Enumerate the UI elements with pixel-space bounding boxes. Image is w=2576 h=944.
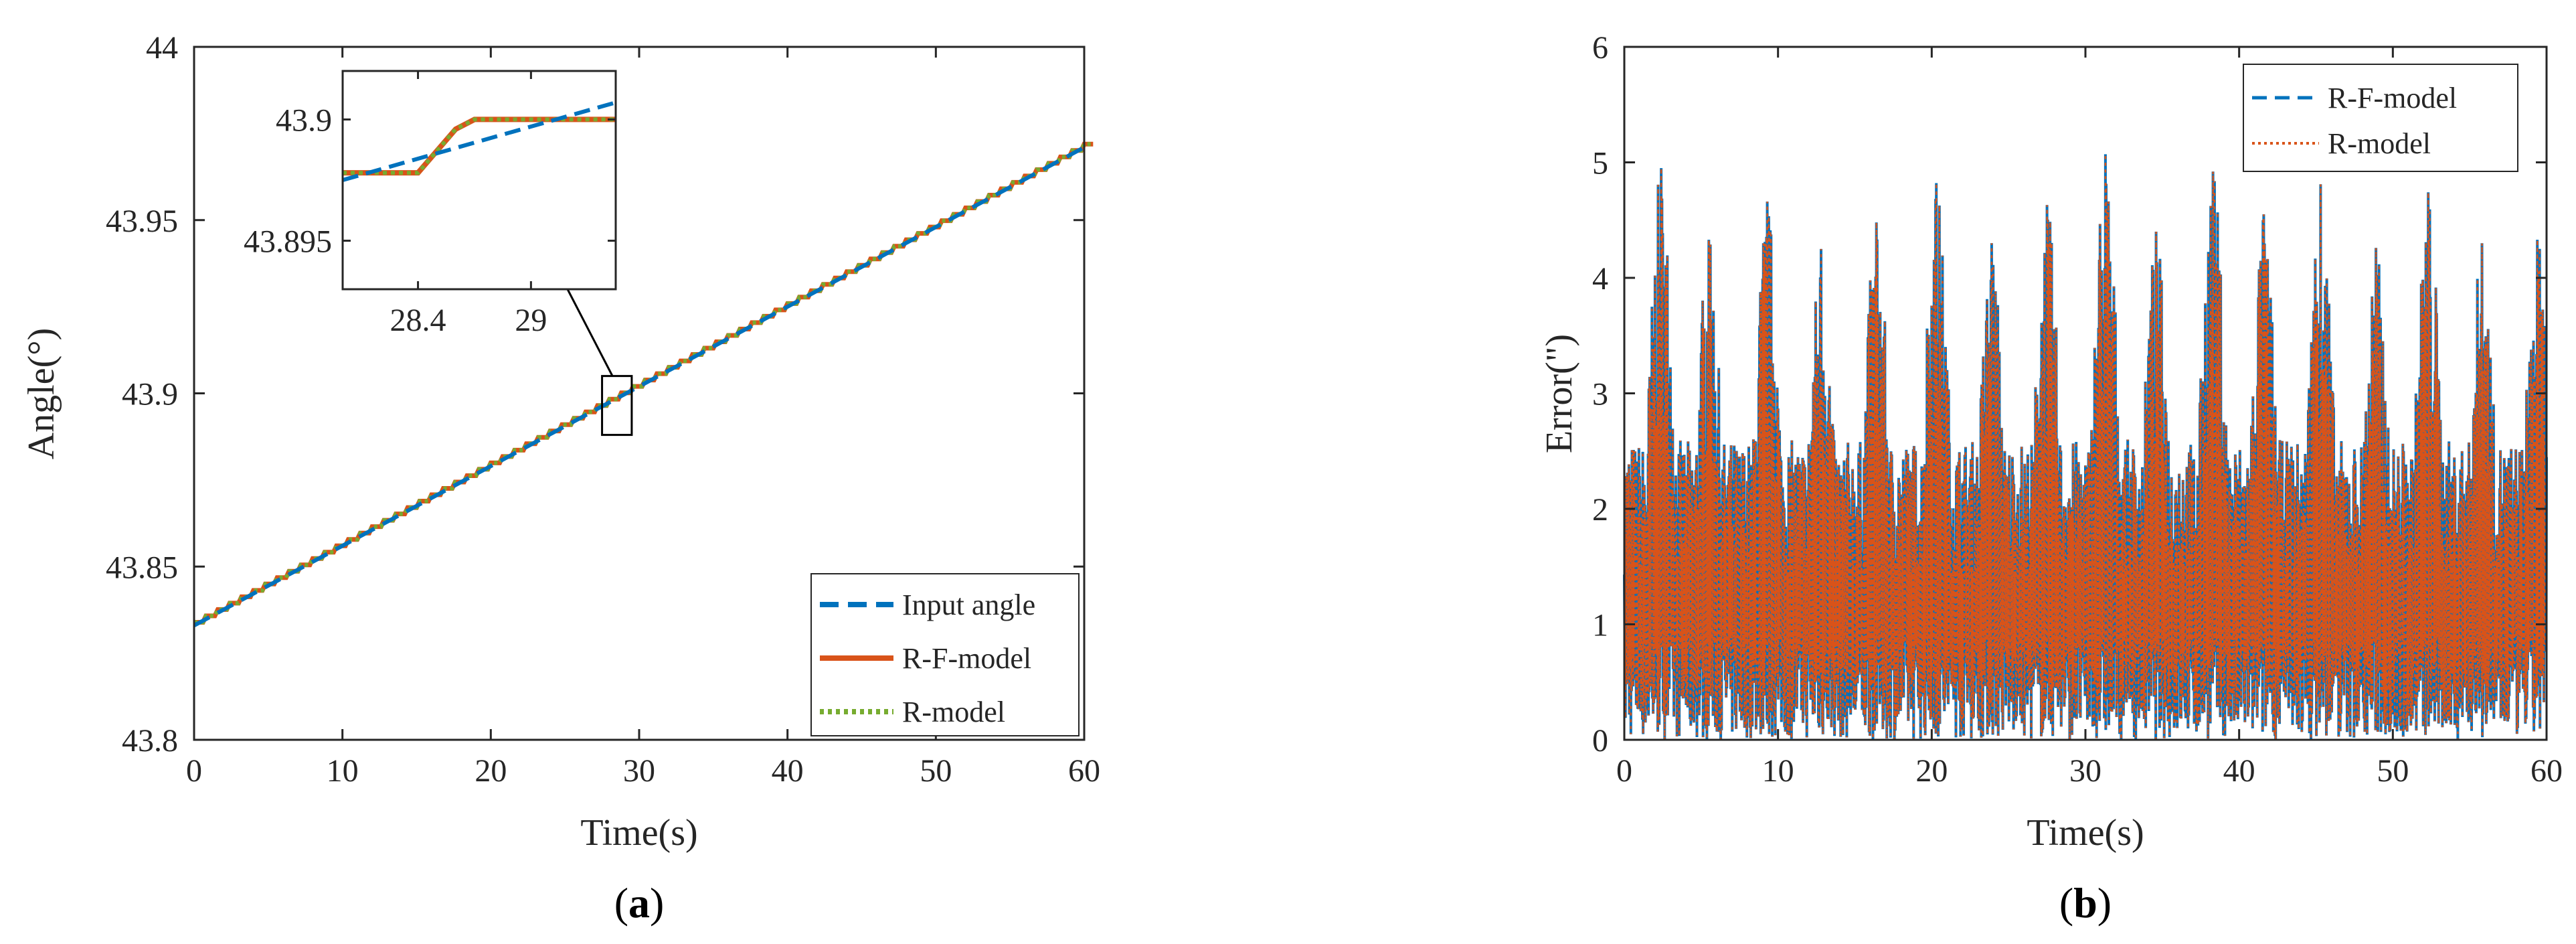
y-tick-label: 5 <box>1592 146 1608 181</box>
x-tick-label: 60 <box>2530 753 2563 789</box>
angle-chart-legend: Input angle R-F-model R-model <box>810 573 1080 736</box>
error-chart-panel: 0 10 20 30 40 50 60 0 1 2 3 4 5 6 R-F-model R-model T… <box>1539 30 2563 927</box>
x-tick-label: 30 <box>2069 753 2101 789</box>
inset-ticks: 28.4 29 43.895 43.9 <box>244 71 616 338</box>
x-tick-label: 60 <box>1068 753 1100 789</box>
x-tick-label: 10 <box>327 753 359 789</box>
angle-chart-series <box>193 141 1094 627</box>
angle-chart-ticks: 0 10 20 30 40 50 60 43.8 43.85 43.9 43.95 44 <box>106 30 1100 789</box>
error-chart-x-axis-label: Time(s) <box>2027 812 2144 854</box>
y-tick-label: 44 <box>146 30 178 66</box>
angle-chart-x-axis-label: Time(s) <box>580 812 697 854</box>
y-tick-label: 1 <box>1592 608 1608 643</box>
x-tick-label: 0 <box>186 753 202 789</box>
legend-box <box>810 573 1080 736</box>
x-tick-label: 50 <box>2377 753 2409 789</box>
inset-series-r-model <box>343 117 616 175</box>
error-chart-ticks: 0 10 20 30 40 50 60 0 1 2 3 4 5 6 <box>1592 30 2563 789</box>
inset-x-tick-label: 29 <box>515 303 547 338</box>
inset-y-tick-label: 43.9 <box>276 102 332 138</box>
angle-chart-caption: (a) <box>614 879 665 927</box>
y-tick-label: 3 <box>1592 377 1608 412</box>
y-tick-label: 43.9 <box>122 377 178 412</box>
angle-chart-panel: 0 10 20 30 40 50 60 43.8 43.85 43.9 43.95 44 28.4 29… <box>21 30 1100 927</box>
error-chart-caption: (b) <box>2059 879 2112 927</box>
x-tick-label: 20 <box>1915 753 1948 789</box>
legend-label-r-f-model: R-F-model <box>902 642 1031 675</box>
legend-label-r-model: R-model <box>902 696 1005 728</box>
series-r-model <box>1623 154 2548 740</box>
legend-label-r-f-model: R-F-model <box>2328 82 2457 114</box>
zoom-box <box>601 375 633 437</box>
inset-axes-box <box>341 70 617 291</box>
legend-label-input-angle: Input angle <box>902 588 1035 621</box>
error-chart-legend: R-F-model R-model <box>2243 64 2518 172</box>
zoom-connector <box>566 289 614 377</box>
y-tick-label: 0 <box>1592 723 1608 759</box>
inset-y-tick-label: 43.895 <box>244 224 332 260</box>
error-chart-y-axis-label: Error(") <box>1539 334 1580 453</box>
x-tick-label: 20 <box>475 753 507 789</box>
y-tick-label: 4 <box>1592 261 1608 297</box>
y-tick-label: 6 <box>1592 30 1608 66</box>
error-chart-series <box>1623 154 2548 740</box>
angle-chart-inset: 28.4 29 43.895 43.9 <box>244 70 617 338</box>
angle-chart-y-axis-label: Angle(°) <box>21 328 62 460</box>
y-tick-label: 2 <box>1592 492 1608 528</box>
y-tick-label: 43.95 <box>106 204 178 239</box>
x-tick-label: 30 <box>623 753 655 789</box>
legend-box <box>2243 64 2518 172</box>
inset-background <box>343 71 616 289</box>
inset-x-tick-label: 28.4 <box>390 303 446 338</box>
x-tick-label: 0 <box>1616 753 1632 789</box>
legend-label-r-model: R-model <box>2328 127 2431 160</box>
x-tick-label: 50 <box>920 753 952 789</box>
angle-chart-zoom-indicator <box>566 289 633 437</box>
series-input-angle <box>193 145 1086 627</box>
x-tick-label: 40 <box>772 753 804 789</box>
x-tick-label: 10 <box>1762 753 1794 789</box>
inset-series <box>342 100 616 182</box>
x-tick-label: 40 <box>2223 753 2255 789</box>
y-tick-label: 43.8 <box>122 723 178 759</box>
y-tick-label: 43.85 <box>106 550 178 585</box>
